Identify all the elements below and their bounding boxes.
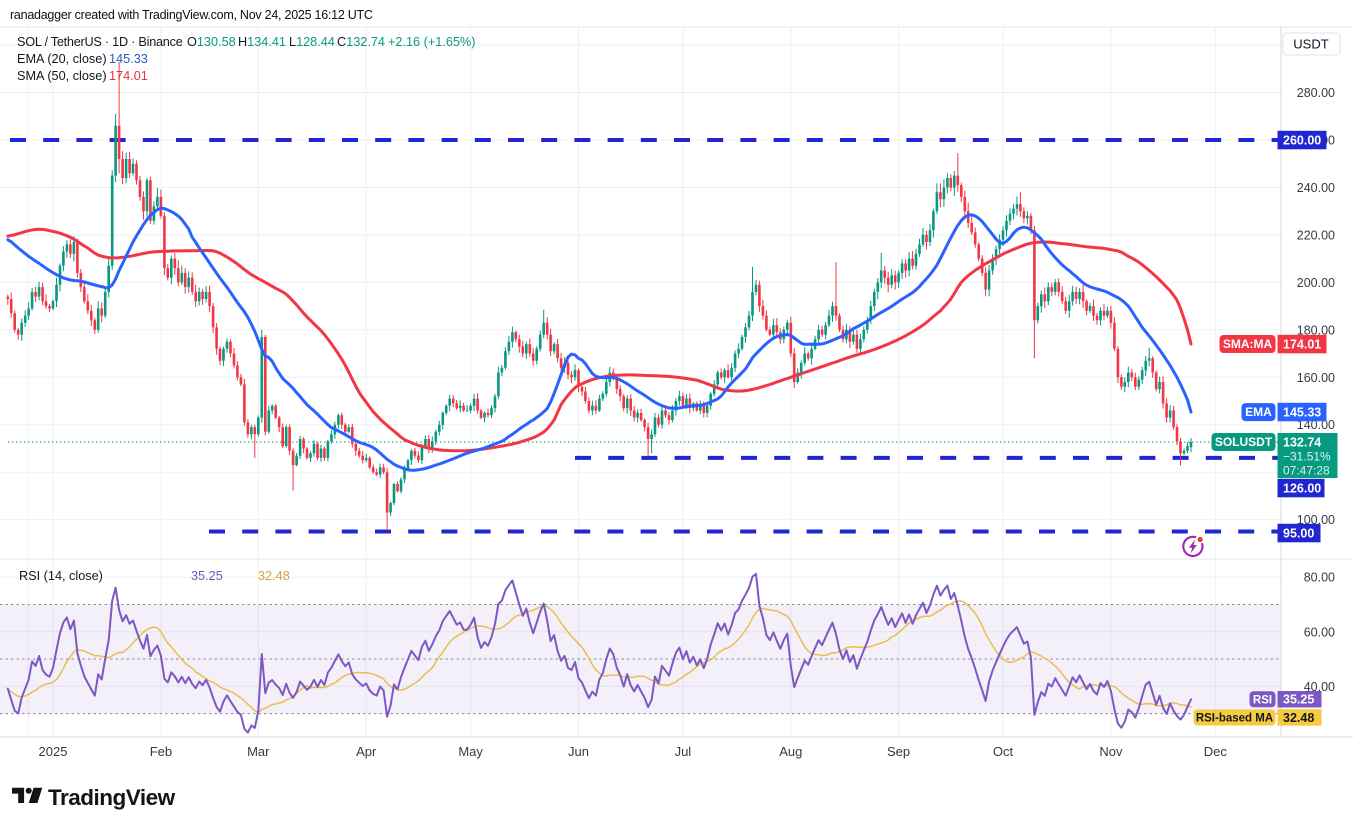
svg-text:145.33: 145.33 [1283,405,1321,419]
svg-text:ranadagger created with Tradin: ranadagger created with TradingView.com,… [10,8,373,22]
svg-text:220.00: 220.00 [1297,228,1335,242]
svg-text:EMA (20, close): EMA (20, close) [17,52,107,66]
svg-text:USDT: USDT [1293,37,1328,52]
svg-text:May: May [458,744,483,759]
svg-text:+2.16 (+1.65%): +2.16 (+1.65%) [388,35,475,49]
svg-text:260.00: 260.00 [1283,133,1321,147]
svg-text:280.00: 280.00 [1297,86,1335,100]
svg-text:RSI (14, close): RSI (14, close) [19,569,103,583]
svg-text:126.00: 126.00 [1283,481,1321,495]
svg-text:SMA (50, close): SMA (50, close) [17,69,107,83]
svg-text:60.00: 60.00 [1304,625,1335,639]
svg-text:Dec: Dec [1204,744,1228,759]
svg-text:Sep: Sep [887,744,910,759]
svg-text:RSI-based MA: RSI-based MA [1196,713,1273,725]
svg-text:07:47:28: 07:47:28 [1283,463,1330,477]
svg-text:RSI: RSI [1253,694,1272,706]
svg-text:95.00: 95.00 [1283,526,1314,540]
svg-text:35.25: 35.25 [1283,693,1314,707]
svg-text:Mar: Mar [247,744,270,759]
svg-text:Apr: Apr [356,744,377,759]
svg-text:Nov: Nov [1099,744,1123,759]
svg-text:174.01: 174.01 [109,69,148,83]
svg-text:200.00: 200.00 [1297,276,1335,290]
svg-text:SOLUSDT: SOLUSDT [1215,435,1273,449]
svg-text:35.25: 35.25 [191,569,223,583]
svg-text:140.00: 140.00 [1297,418,1335,432]
svg-text:−31.51%: −31.51% [1283,449,1331,463]
svg-text:40.00: 40.00 [1304,680,1335,694]
svg-text:32.48: 32.48 [258,569,290,583]
svg-text:TradingView: TradingView [48,785,176,810]
svg-text:80.00: 80.00 [1304,571,1335,585]
svg-text:174.01: 174.01 [1283,337,1321,351]
svg-text:Feb: Feb [150,744,172,759]
svg-text:SOL / TetherUS · 1D · Binance: SOL / TetherUS · 1D · Binance [17,35,183,49]
svg-text:O130.58: O130.58 [187,35,236,49]
svg-text:Jul: Jul [675,744,692,759]
svg-text:Aug: Aug [779,744,802,759]
svg-text:SMA:MA: SMA:MA [1223,337,1273,351]
svg-text:240.00: 240.00 [1297,181,1335,195]
svg-text:C132.74: C132.74 [337,35,385,49]
svg-text:100.00: 100.00 [1297,513,1335,527]
svg-text:L128.44: L128.44 [289,35,335,49]
svg-text:160.00: 160.00 [1297,371,1335,385]
svg-text:132.74: 132.74 [1283,435,1321,449]
svg-text:EMA: EMA [1245,405,1272,419]
svg-text:H134.41: H134.41 [238,35,286,49]
svg-text:2025: 2025 [39,744,68,759]
svg-text:145.33: 145.33 [109,52,148,66]
svg-text:32.48: 32.48 [1283,711,1314,725]
svg-text:Oct: Oct [993,744,1014,759]
svg-text:Jun: Jun [568,744,589,759]
svg-text:180.00: 180.00 [1297,323,1335,337]
